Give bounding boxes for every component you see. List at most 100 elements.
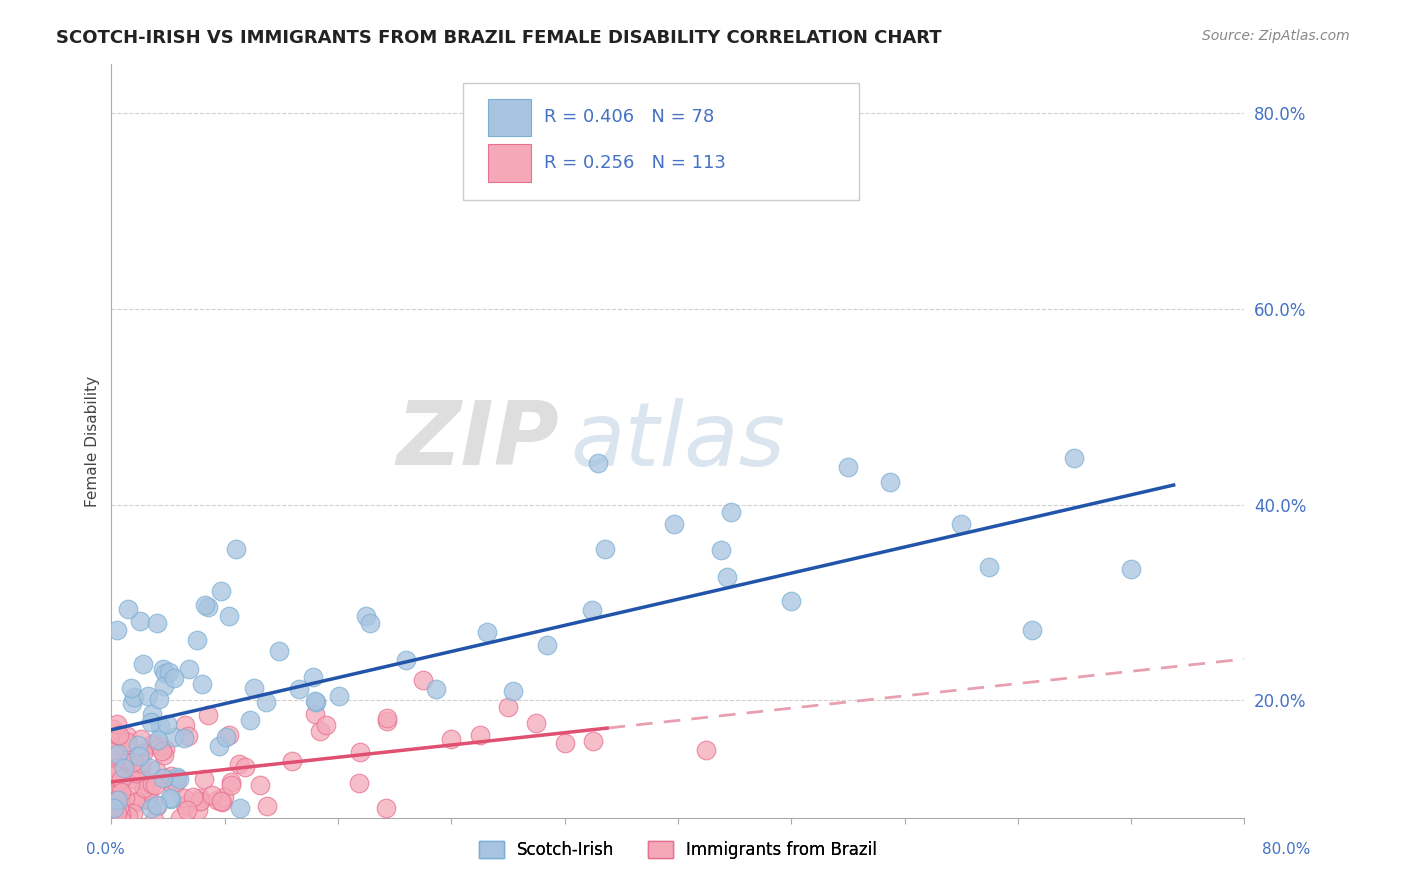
Point	[103, 769, 125, 783]
Point	[107, 747, 129, 761]
Point	[375, 711, 398, 725]
Point	[117, 734, 139, 748]
Point	[581, 602, 603, 616]
Point	[108, 784, 131, 798]
Point	[138, 785, 160, 799]
Point	[502, 684, 524, 698]
Point	[315, 718, 337, 732]
Point	[173, 717, 195, 731]
Point	[101, 767, 124, 781]
Point	[152, 679, 174, 693]
Point	[146, 797, 169, 812]
Point	[112, 745, 135, 759]
Point	[425, 681, 447, 696]
Point	[475, 625, 498, 640]
Point	[780, 594, 803, 608]
Point	[145, 764, 167, 778]
Point	[139, 801, 162, 815]
Point	[129, 732, 152, 747]
Point	[188, 793, 211, 807]
Point	[328, 689, 350, 703]
Point	[114, 765, 136, 780]
Bar	[488, 145, 530, 182]
Point	[117, 809, 139, 823]
Point	[269, 644, 291, 658]
Point	[304, 706, 326, 721]
Point	[110, 807, 132, 822]
Point	[101, 757, 124, 772]
Point	[129, 614, 152, 628]
Point	[197, 707, 219, 722]
Text: 80.0%: 80.0%	[1263, 842, 1310, 856]
Text: SCOTCH-IRISH VS IMMIGRANTS FROM BRAZIL FEMALE DISABILITY CORRELATION CHART: SCOTCH-IRISH VS IMMIGRANTS FROM BRAZIL F…	[56, 29, 942, 46]
Point	[120, 681, 142, 695]
Point	[111, 770, 134, 784]
Point	[256, 798, 278, 813]
Point	[146, 732, 169, 747]
Point	[110, 806, 132, 821]
Point	[879, 475, 901, 490]
Bar	[488, 99, 530, 136]
Point	[254, 695, 277, 709]
Point	[155, 716, 177, 731]
Point	[112, 761, 135, 775]
Point	[118, 778, 141, 792]
Point	[1119, 562, 1142, 576]
Point	[395, 653, 418, 667]
Point	[225, 542, 247, 557]
Point	[218, 728, 240, 742]
Point	[135, 792, 157, 806]
Point	[163, 731, 186, 745]
Point	[132, 746, 155, 760]
Point	[115, 729, 138, 743]
Point	[127, 738, 149, 752]
Point	[124, 795, 146, 809]
Point	[304, 694, 326, 708]
Point	[105, 623, 128, 637]
Point	[103, 801, 125, 815]
Point	[115, 756, 138, 770]
Point	[359, 615, 381, 630]
Point	[104, 768, 127, 782]
Point	[582, 734, 605, 748]
Point	[228, 757, 250, 772]
Point	[110, 785, 132, 799]
Point	[141, 737, 163, 751]
Point	[304, 695, 326, 709]
Point	[190, 794, 212, 808]
Point	[152, 662, 174, 676]
Point	[536, 638, 558, 652]
Point	[837, 460, 859, 475]
Point	[375, 714, 398, 728]
Point	[121, 772, 143, 786]
Point	[117, 601, 139, 615]
Point	[716, 570, 738, 584]
Point	[145, 798, 167, 813]
Point	[103, 788, 125, 802]
Point	[174, 798, 197, 813]
Point	[139, 715, 162, 730]
Point	[194, 599, 217, 613]
Point	[111, 770, 134, 784]
Point	[136, 793, 159, 807]
Point	[110, 813, 132, 827]
Point	[979, 560, 1001, 574]
Point	[122, 805, 145, 820]
Point	[108, 728, 131, 742]
Point	[239, 714, 262, 728]
Point	[103, 765, 125, 780]
Y-axis label: Female Disability: Female Disability	[86, 376, 100, 507]
Point	[167, 772, 190, 786]
Point	[121, 756, 143, 770]
Point	[134, 774, 156, 789]
Point	[104, 771, 127, 785]
Point	[141, 738, 163, 752]
Legend: Scotch-Irish, Immigrants from Brazil: Scotch-Irish, Immigrants from Brazil	[472, 835, 884, 866]
Point	[159, 792, 181, 806]
Point	[177, 729, 200, 743]
Point	[124, 830, 146, 844]
Point	[173, 731, 195, 746]
Point	[129, 756, 152, 771]
Point	[308, 723, 330, 738]
Point	[110, 797, 132, 812]
